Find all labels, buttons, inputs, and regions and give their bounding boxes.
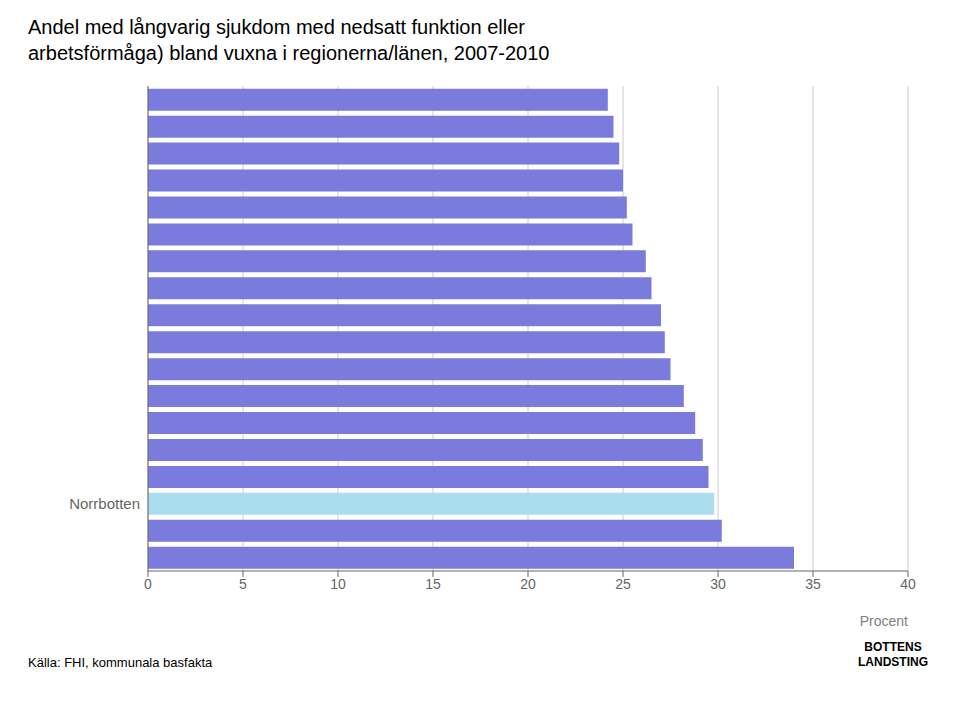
html-text:Andel med långvarig sjukdom me: Andel med långvarig sjukdom med nedsatt … bbox=[28, 16, 525, 38]
svg-text:10: 10 bbox=[330, 576, 346, 592]
html-text:Källa: FHI, kommunala basfakta: Källa: FHI, kommunala basfakta bbox=[28, 655, 213, 670]
svg-text:0: 0 bbox=[144, 576, 152, 592]
svg-text:15: 15 bbox=[425, 576, 441, 592]
svg-text:Norrbotten: Norrbotten bbox=[69, 495, 140, 512]
svg-text:20: 20 bbox=[520, 576, 536, 592]
svg-text:Procent: Procent bbox=[860, 613, 908, 629]
svg-text:40: 40 bbox=[900, 576, 916, 592]
svg-text:25: 25 bbox=[615, 576, 631, 592]
html-text:BOTTENS: BOTTENS bbox=[864, 640, 922, 654]
html-text:LANDSTING: LANDSTING bbox=[858, 655, 928, 669]
svg-text:35: 35 bbox=[805, 576, 821, 592]
svg-text:5: 5 bbox=[239, 576, 247, 592]
html-text:arbetsförmåga) bland vuxna i r: arbetsförmåga) bland vuxna i regionerna/… bbox=[28, 42, 550, 64]
svg-text:30: 30 bbox=[710, 576, 726, 592]
